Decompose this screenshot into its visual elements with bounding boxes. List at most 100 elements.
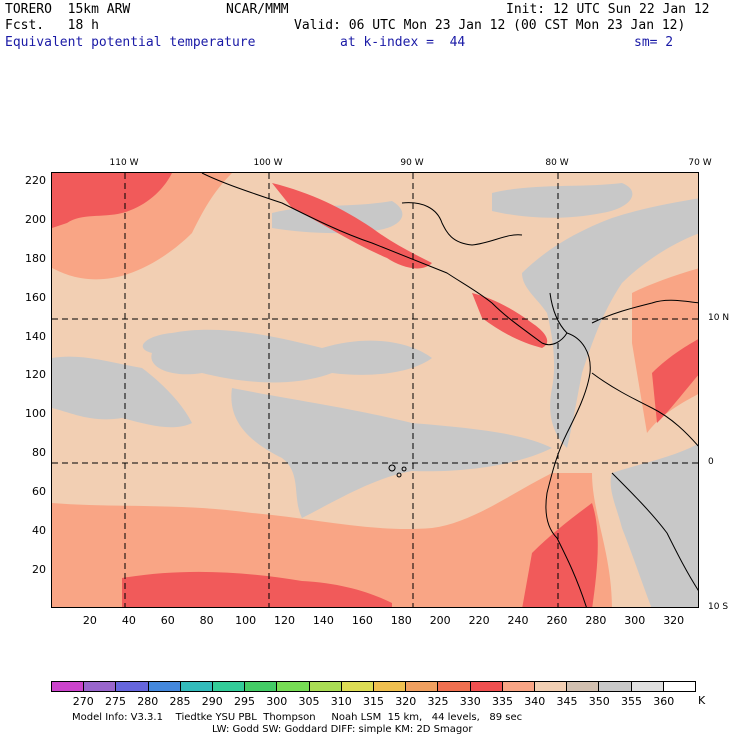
galapagos-islands bbox=[388, 464, 407, 478]
x-tick-label: 80 bbox=[199, 614, 214, 627]
x-tick-label: 240 bbox=[507, 614, 529, 627]
y-tick-label: 20 bbox=[32, 563, 46, 577]
equivalent-potential-temperature-map bbox=[52, 173, 698, 607]
colorbar-label: 275 bbox=[105, 695, 126, 708]
x-tick-label: 180 bbox=[390, 614, 412, 627]
red-region-mexico-coast bbox=[272, 183, 432, 269]
colorbar-label: 325 bbox=[427, 695, 449, 708]
colorbar-swatch bbox=[663, 682, 696, 691]
colorbar-swatch bbox=[470, 682, 503, 691]
y-tick-label: 220 bbox=[25, 173, 46, 187]
colorbar-swatch bbox=[438, 682, 471, 691]
colorbar-label: 305 bbox=[298, 695, 320, 708]
x-tick-label: 260 bbox=[546, 614, 568, 627]
colorbar-label: 335 bbox=[492, 695, 513, 708]
colorbar-swatch bbox=[599, 682, 632, 691]
colorbar-swatch bbox=[148, 682, 181, 691]
gray-region-west-band bbox=[52, 356, 192, 428]
coastline-mexico-central-america bbox=[201, 173, 568, 346]
y-tick-label: 180 bbox=[25, 251, 46, 265]
colorbar-label: 300 bbox=[266, 695, 288, 708]
red-regions bbox=[52, 173, 698, 607]
gray-region-central-pacific bbox=[142, 329, 432, 383]
colorbar-unit: K bbox=[698, 694, 706, 707]
colorbar-swatch bbox=[374, 682, 407, 691]
x-tick-label: 140 bbox=[312, 614, 334, 627]
y-tick-label: 80 bbox=[32, 446, 46, 460]
colorbar-swatch bbox=[535, 682, 568, 691]
y-tick-label: 120 bbox=[25, 368, 46, 382]
x-tick-label: 200 bbox=[429, 614, 451, 627]
map-panel bbox=[51, 172, 699, 608]
model-info-line2: LW: Godd SW: Goddard DIFF: simple KM: 2D… bbox=[212, 724, 473, 735]
colorbar-swatch bbox=[341, 682, 375, 691]
model-title: TORERO 15km ARW bbox=[5, 2, 131, 17]
colorbar-swatch bbox=[213, 682, 246, 691]
gray-region-mid-south bbox=[231, 388, 552, 518]
colorbar-label: 290 bbox=[201, 695, 223, 708]
x-tick-label: 160 bbox=[351, 614, 373, 627]
y-tick-label: 200 bbox=[25, 212, 46, 226]
gray-region-east-coast bbox=[522, 198, 698, 448]
y-tick-label: 40 bbox=[32, 524, 46, 538]
gray-region-caribbean bbox=[492, 183, 633, 218]
x-tick-label: 220 bbox=[468, 614, 490, 627]
y-tick-label: 140 bbox=[25, 329, 46, 343]
red-region-peru-coast bbox=[522, 503, 598, 607]
forecast-hour: Fcst. 18 h bbox=[5, 18, 99, 33]
x-tick-label: 40 bbox=[121, 614, 136, 627]
coastline-peru bbox=[556, 537, 587, 607]
colorbar-swatch bbox=[567, 682, 600, 691]
colorbar-label: 320 bbox=[395, 695, 417, 708]
x-tick-label: 60 bbox=[160, 614, 175, 627]
model-info-line1: Model Info: V3.3.1 Tiedtke YSU PBL Thomp… bbox=[72, 712, 523, 723]
x-tick-label: 300 bbox=[624, 614, 646, 627]
x-tick-label: 100 bbox=[235, 614, 257, 627]
lon-label: 110 W bbox=[109, 158, 139, 168]
lat-label: 10 S bbox=[708, 602, 729, 612]
gray-region-south-america bbox=[610, 443, 698, 607]
colorbar-swatch bbox=[116, 682, 149, 691]
smoothing-label: sm= 2 bbox=[634, 35, 674, 50]
y-tick-label: 60 bbox=[32, 485, 46, 499]
colorbar-label: 315 bbox=[363, 695, 384, 708]
x-tick-label: 120 bbox=[274, 614, 295, 627]
colorbar-label: 340 bbox=[524, 695, 546, 708]
lon-label: 100 W bbox=[253, 158, 283, 168]
coastlines bbox=[201, 173, 698, 607]
colorbar-label: 355 bbox=[621, 695, 642, 708]
colorbar-swatch bbox=[631, 682, 664, 691]
valid-time: Valid: 06 UTC Mon 23 Jan 12 (00 CST Mon … bbox=[294, 18, 686, 33]
x-tick-label: 320 bbox=[663, 614, 685, 627]
level-label: at k-index = 44 bbox=[340, 35, 466, 50]
colorbar-label: 350 bbox=[588, 695, 610, 708]
colorbar-swatch bbox=[502, 682, 536, 691]
field-name: Equivalent potential temperature bbox=[5, 35, 256, 50]
coastline-colombia-ecuador bbox=[545, 332, 591, 539]
lon-label: 70 W bbox=[688, 158, 712, 168]
lat-label: 10 N bbox=[708, 313, 730, 323]
red-region-venezuela bbox=[652, 339, 698, 423]
organization-label: NCAR/MMM bbox=[226, 2, 289, 17]
init-time: Init: 12 UTC Sun 22 Jan 12 bbox=[506, 2, 710, 17]
y-tick-label: 160 bbox=[25, 290, 46, 304]
lat-label: 0 bbox=[708, 457, 714, 467]
colorbar-label: 310 bbox=[330, 695, 352, 708]
border-andes bbox=[591, 372, 698, 447]
x-tick-label: 280 bbox=[585, 614, 607, 627]
colorbar-swatch bbox=[245, 682, 278, 691]
gray-regions bbox=[52, 183, 698, 607]
coastline-venezuela bbox=[591, 299, 698, 324]
colorbar-label: 345 bbox=[556, 695, 578, 708]
colorbar-swatch bbox=[277, 682, 310, 691]
colorbar-label: 280 bbox=[137, 695, 159, 708]
border-inland bbox=[611, 472, 698, 591]
red-region-south-coast bbox=[122, 571, 392, 607]
x-tick-label: 20 bbox=[82, 614, 97, 627]
lat-lon-grid bbox=[52, 173, 698, 607]
colorbar-label: 295 bbox=[234, 695, 255, 708]
colorbar-swatch bbox=[52, 682, 85, 691]
colorbar-label: 360 bbox=[653, 695, 675, 708]
red-region-northwest bbox=[52, 173, 172, 228]
colorbar-swatch bbox=[406, 682, 439, 691]
